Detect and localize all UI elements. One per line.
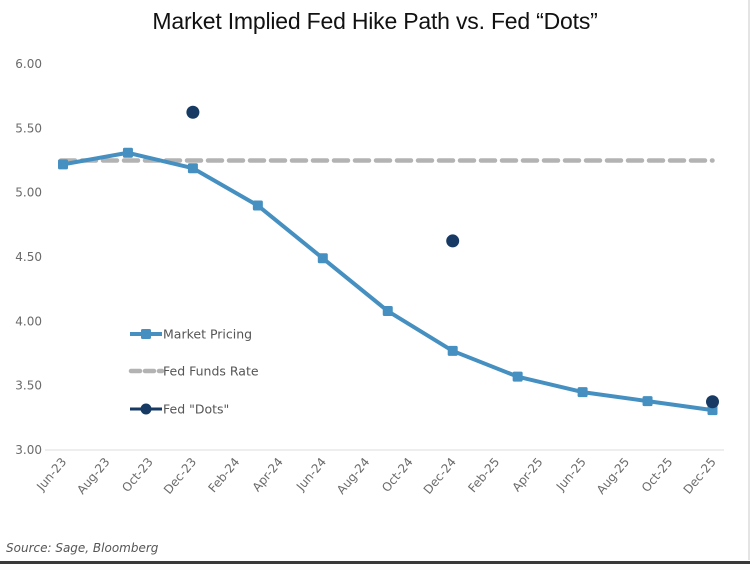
legend-market-pricing-marker — [141, 329, 151, 339]
legend: Market Pricing Fed Funds Rate Fed "Dots" — [128, 327, 259, 417]
y-tick-label: 3.50 — [15, 379, 42, 393]
x-tick-label: Jun-23 — [33, 455, 69, 494]
x-tick-label: Jun-25 — [553, 455, 589, 494]
x-tick-label: Oct-24 — [379, 455, 416, 495]
y-tick-label: 5.50 — [15, 121, 42, 135]
market-pricing-point — [577, 387, 588, 398]
y-tick-label: 4.00 — [15, 314, 42, 328]
y-tick-label: 4.50 — [15, 250, 42, 264]
market-pricing-point — [642, 396, 653, 407]
chart-title: Market Implied Fed Hike Path vs. Fed “Do… — [152, 8, 598, 34]
legend-market-pricing-label: Market Pricing — [163, 327, 252, 342]
x-tick-label: Apr-24 — [250, 455, 286, 494]
market-pricing-point — [58, 159, 68, 170]
y-tick-label: 3.00 — [15, 443, 42, 457]
y-axis: 3.00 3.50 4.00 4.50 5.00 5.50 6.00 — [15, 57, 42, 457]
market-pricing-point — [187, 163, 198, 174]
x-tick-label: Jun-24 — [293, 455, 329, 494]
legend-fed-dots-marker — [140, 403, 152, 415]
market-pricing-point — [252, 200, 263, 211]
x-axis: Jun-23 Aug-23 Oct-23 Dec-23 Feb-24 Apr-24 Jun-… — [33, 455, 719, 497]
legend-fed-dots-label: Fed "Dots" — [163, 402, 229, 417]
bottom-edge — [0, 561, 750, 564]
market-pricing-point — [317, 253, 328, 264]
x-tick-label: Dec-23 — [161, 455, 199, 497]
x-tick-label: Feb-24 — [206, 455, 243, 495]
x-tick-label: Feb-25 — [465, 455, 502, 495]
x-tick-label: Apr-25 — [509, 455, 545, 494]
x-tick-label: Oct-23 — [119, 455, 156, 495]
y-tick-label: 5.00 — [15, 186, 42, 200]
y-tick-label: 6.00 — [15, 57, 42, 71]
x-tick-label: Aug-23 — [74, 455, 112, 497]
market-pricing-point — [512, 371, 523, 382]
legend-fed-funds-label: Fed Funds Rate — [163, 364, 259, 379]
fed-dot-point — [706, 395, 719, 409]
series-layer — [58, 105, 719, 416]
x-tick-label: Aug-25 — [594, 455, 632, 497]
x-tick-label: Aug-24 — [334, 455, 372, 497]
market-pricing-point — [122, 147, 133, 158]
market-pricing-point — [447, 345, 458, 356]
fed-dot-point — [186, 105, 200, 119]
x-tick-label: Dec-24 — [421, 455, 459, 497]
source-note: Source: Sage, Bloomberg — [6, 541, 159, 555]
fed-dot-point — [446, 234, 460, 248]
x-tick-label: Oct-25 — [639, 455, 676, 495]
x-tick-label: Dec-25 — [681, 455, 719, 497]
market-pricing-point — [382, 306, 393, 317]
